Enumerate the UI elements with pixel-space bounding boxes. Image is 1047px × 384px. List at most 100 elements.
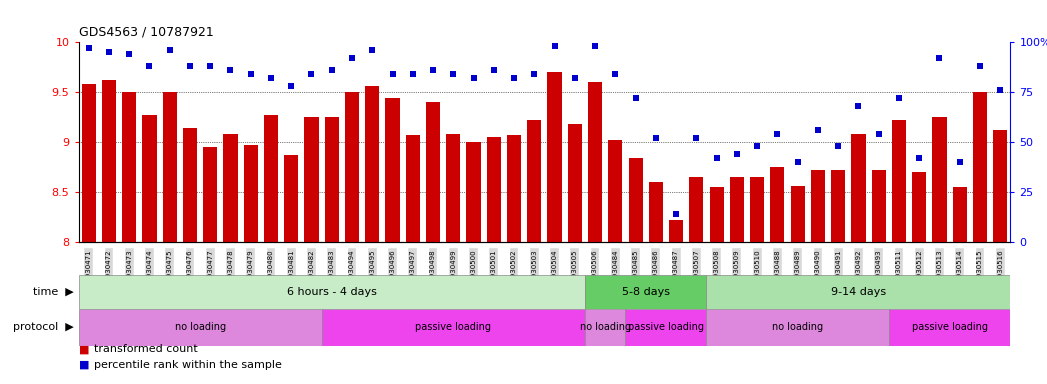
- Point: [911, 155, 928, 161]
- Bar: [305, 117, 318, 242]
- Text: no loading: no loading: [772, 322, 823, 333]
- Bar: [223, 134, 238, 242]
- Bar: [487, 137, 500, 242]
- Bar: [264, 115, 279, 242]
- Point: [607, 71, 624, 77]
- Text: percentile rank within the sample: percentile rank within the sample: [94, 360, 282, 370]
- Text: 6 hours - 4 days: 6 hours - 4 days: [287, 287, 377, 297]
- Point: [384, 71, 401, 77]
- Bar: [953, 187, 966, 242]
- Bar: [625, 309, 707, 346]
- Bar: [933, 117, 946, 242]
- Point: [263, 75, 280, 81]
- Point: [830, 143, 847, 149]
- Bar: [750, 177, 764, 242]
- Bar: [892, 120, 906, 242]
- Point: [81, 45, 97, 51]
- Bar: [385, 98, 400, 242]
- Text: passive loading: passive loading: [416, 322, 491, 333]
- Point: [547, 43, 563, 49]
- Bar: [567, 124, 582, 242]
- Bar: [608, 140, 622, 242]
- Point: [972, 63, 988, 69]
- Point: [120, 51, 137, 57]
- Point: [627, 95, 644, 101]
- Bar: [730, 177, 744, 242]
- Bar: [707, 309, 889, 346]
- Bar: [325, 117, 339, 242]
- Point: [526, 71, 542, 77]
- Point: [324, 67, 340, 73]
- Point: [486, 67, 503, 73]
- Point: [343, 55, 360, 61]
- Point: [425, 67, 442, 73]
- Bar: [507, 135, 521, 242]
- Bar: [912, 172, 927, 242]
- Point: [729, 151, 745, 157]
- Bar: [426, 102, 440, 242]
- Point: [364, 47, 381, 53]
- Bar: [994, 130, 1007, 242]
- Text: no loading: no loading: [175, 322, 226, 333]
- Bar: [142, 115, 156, 242]
- Bar: [710, 187, 723, 242]
- Point: [202, 63, 219, 69]
- Bar: [365, 86, 379, 242]
- Point: [768, 131, 785, 137]
- Bar: [548, 72, 561, 242]
- Bar: [344, 92, 359, 242]
- Point: [931, 55, 948, 61]
- Point: [850, 103, 867, 109]
- Bar: [446, 134, 461, 242]
- Point: [101, 49, 117, 55]
- Bar: [588, 82, 602, 242]
- Point: [465, 75, 482, 81]
- Point: [222, 67, 239, 73]
- Point: [181, 63, 198, 69]
- Bar: [973, 92, 987, 242]
- Bar: [790, 186, 805, 242]
- Point: [870, 131, 887, 137]
- Bar: [707, 275, 1010, 309]
- Text: protocol  ▶: protocol ▶: [13, 322, 73, 333]
- Bar: [669, 220, 684, 242]
- Bar: [689, 177, 704, 242]
- Point: [809, 127, 826, 133]
- Bar: [889, 309, 1010, 346]
- Bar: [122, 92, 136, 242]
- Point: [161, 47, 178, 53]
- Bar: [244, 145, 258, 242]
- Bar: [203, 147, 218, 242]
- Point: [303, 71, 319, 77]
- Bar: [585, 275, 707, 309]
- Point: [749, 143, 765, 149]
- Text: time  ▶: time ▶: [32, 287, 73, 297]
- Bar: [628, 158, 643, 242]
- Bar: [851, 134, 866, 242]
- Text: GDS4563 / 10787921: GDS4563 / 10787921: [79, 25, 214, 38]
- Bar: [771, 167, 784, 242]
- Bar: [79, 309, 321, 346]
- Point: [668, 211, 685, 217]
- Text: no loading: no loading: [580, 322, 630, 333]
- Point: [242, 71, 259, 77]
- Point: [708, 155, 725, 161]
- Bar: [649, 182, 663, 242]
- Bar: [871, 170, 886, 242]
- Point: [891, 95, 908, 101]
- Text: 5-8 days: 5-8 days: [622, 287, 670, 297]
- Text: transformed count: transformed count: [94, 344, 198, 354]
- Bar: [82, 84, 95, 242]
- Text: passive loading: passive loading: [912, 322, 987, 333]
- Point: [566, 75, 583, 81]
- Bar: [162, 92, 177, 242]
- Text: 9-14 days: 9-14 days: [831, 287, 886, 297]
- Point: [647, 135, 664, 141]
- Point: [952, 159, 968, 165]
- Bar: [183, 128, 197, 242]
- Text: ■: ■: [79, 360, 89, 370]
- Text: passive loading: passive loading: [628, 322, 704, 333]
- Bar: [585, 309, 625, 346]
- Bar: [405, 135, 420, 242]
- Point: [506, 75, 522, 81]
